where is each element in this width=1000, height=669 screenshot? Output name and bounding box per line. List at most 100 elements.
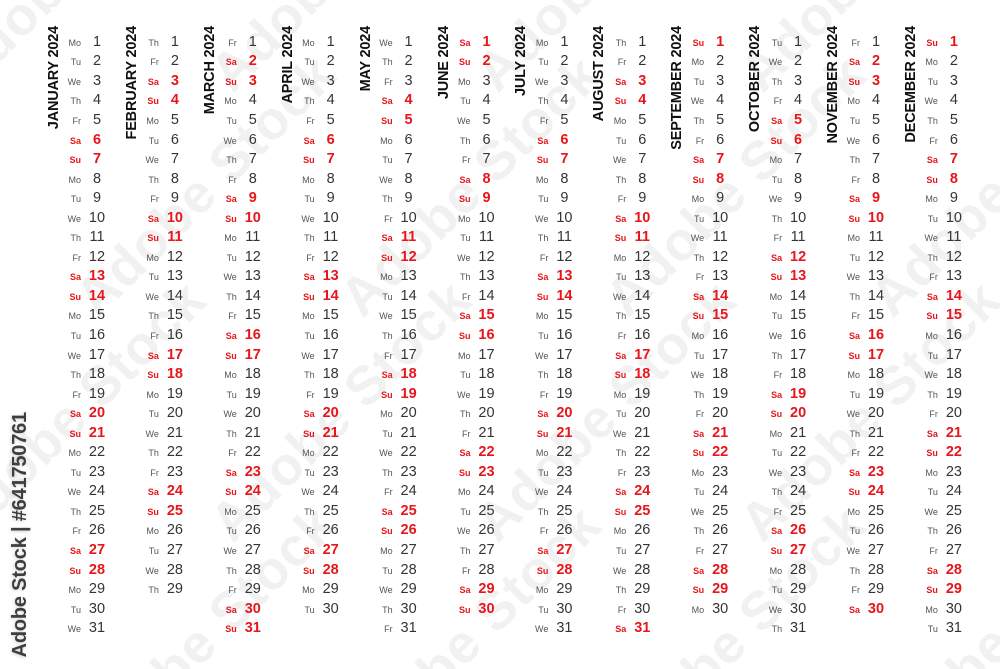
day-number: 7	[560, 151, 569, 168]
weekday-label: Su	[536, 428, 549, 439]
weekday-label: Mo	[224, 370, 237, 381]
weekday-label: Sa	[303, 272, 315, 283]
weekday-label: Mo	[691, 331, 705, 341]
day-number: 16	[88, 327, 106, 343]
day-number: 7	[871, 151, 881, 168]
day-row: We 24	[44, 481, 122, 501]
weekday-label: Tu	[694, 350, 705, 361]
weekday-label: Mo	[380, 272, 393, 283]
day-number: 4	[949, 92, 958, 109]
weekday-label: Sa	[225, 467, 237, 478]
weekday-label: Mo	[302, 448, 315, 459]
weekday-label: Fr	[306, 526, 315, 537]
weekday-label: We	[846, 272, 860, 283]
day-number: 13	[478, 268, 495, 285]
weekday-label: Fr	[306, 115, 315, 126]
day-row: Tu 12	[823, 247, 901, 267]
day-number: 6	[871, 131, 881, 148]
day-number: 24	[244, 483, 261, 500]
day-number: 25	[322, 502, 339, 519]
day-row: We 12	[434, 247, 512, 267]
day-number: 17	[322, 346, 339, 363]
weekday-label: We	[145, 565, 159, 576]
weekday-label: Mo	[302, 311, 315, 322]
day-number: 17	[867, 346, 885, 363]
weekday-label: Su	[458, 467, 471, 478]
day-row: Mo 1	[44, 32, 122, 52]
weekday-label: We	[145, 155, 159, 166]
day-number: 2	[482, 53, 491, 70]
day-row: Fr 14	[434, 286, 512, 306]
weekday-label: Th	[771, 76, 783, 87]
weekday-label: Fr	[695, 546, 705, 557]
day-rows-december: Su 1 Mo 2 Tu 3 We 4 Th 5 Fr 6 Sa 7 Su 8 Mo 9 Tu 10 We 11 Th 12 F…	[901, 32, 979, 638]
day-number: 2	[871, 53, 881, 70]
day-row: Th 25	[278, 501, 356, 521]
day-number: 21	[88, 424, 106, 441]
day-row: Tu 21	[356, 423, 434, 443]
day-row: Mo 5	[589, 110, 667, 130]
day-row: Th 21	[200, 423, 278, 443]
weekday-label: Tu	[849, 526, 860, 537]
weekday-label: Mo	[769, 291, 783, 302]
weekday-label: Su	[770, 409, 783, 420]
weekday-label: Sa	[459, 37, 471, 48]
month-column-january: JANUARY 2024 Mo 1 Tu 2 We 3 Th 4 Fr 5 Sa 6 Su 7 Mo 8 Tu 9 W…	[44, 0, 122, 669]
day-number: 26	[244, 522, 261, 539]
day-number: 14	[634, 287, 651, 304]
day-row: Sa 24	[589, 481, 667, 501]
day-number: 2	[949, 53, 958, 70]
day-number: 5	[482, 111, 491, 128]
day-number: 12	[478, 248, 495, 265]
day-number: 15	[867, 307, 885, 324]
day-row: Su 27	[745, 540, 823, 560]
day-number: 9	[638, 190, 647, 207]
weekday-label: Su	[536, 291, 549, 302]
day-row: Mo 3	[434, 71, 512, 91]
day-row: Su 11	[589, 227, 667, 247]
day-number: 18	[244, 366, 261, 383]
weekday-label: Tu	[538, 331, 549, 341]
weekday-label: Tu	[226, 389, 237, 400]
day-number: 2	[404, 53, 413, 70]
day-row: We 27	[200, 540, 278, 560]
weekday-label: Fr	[695, 272, 705, 283]
weekday-label: Fr	[228, 174, 237, 185]
day-row: Sa 1	[434, 32, 512, 52]
day-row: Fr 27	[667, 540, 745, 560]
day-row: Mo 26	[122, 520, 200, 540]
day-row: Tu 8	[745, 169, 823, 189]
day-row: Su 6	[745, 130, 823, 150]
weekday-label: Th	[459, 272, 471, 283]
weekday-label: Sa	[537, 546, 549, 557]
weekday-label: Su	[381, 252, 393, 263]
day-number: 27	[244, 542, 261, 559]
day-number: 4	[794, 92, 803, 109]
day-row: Tu 10	[901, 208, 979, 228]
weekday-label: Th	[849, 428, 860, 439]
day-row: Th 26	[901, 520, 979, 540]
day-row: Mo 24	[434, 481, 512, 501]
day-row: We 2	[745, 51, 823, 71]
day-row: Mo 12	[122, 247, 200, 267]
day-row: Su 3	[823, 71, 901, 91]
weekday-label: Th	[771, 213, 783, 224]
day-number: 23	[945, 463, 962, 480]
weekday-label: We	[690, 506, 705, 517]
day-number: 11	[790, 229, 806, 246]
day-number: 27	[945, 542, 962, 559]
day-number: 19	[790, 385, 807, 402]
weekday-label: Su	[770, 272, 783, 283]
day-number: 9	[170, 190, 179, 207]
day-number: 20	[867, 405, 885, 422]
day-number: 17	[244, 346, 261, 363]
day-number: 22	[945, 444, 962, 461]
day-row: Mo 13	[356, 266, 434, 286]
day-number: 8	[248, 170, 257, 187]
weekday-label: Su	[381, 115, 393, 126]
day-number: 9	[871, 190, 881, 207]
day-row: Mo 18	[823, 364, 901, 384]
day-row: Fr 6	[667, 130, 745, 150]
day-number: 24	[790, 483, 807, 500]
day-number: 22	[244, 444, 261, 461]
